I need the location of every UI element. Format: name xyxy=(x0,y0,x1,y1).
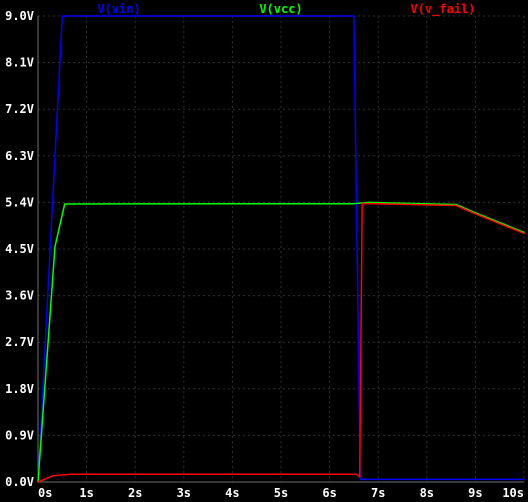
y-tick-label: 0.0V xyxy=(5,475,34,489)
y-tick-label: 2.7V xyxy=(5,335,34,349)
trace-label: V(v_fail) xyxy=(410,2,475,17)
x-tick-label: 7s xyxy=(371,486,385,500)
x-tick-label: 10s xyxy=(502,486,524,500)
plot-background xyxy=(0,0,528,502)
x-tick-label: 5s xyxy=(274,486,288,500)
y-tick-label: 4.5V xyxy=(5,242,34,256)
x-tick-label: 9s xyxy=(468,486,482,500)
y-tick-label: 9.0V xyxy=(5,9,34,23)
x-tick-label: 0s xyxy=(38,486,52,500)
oscilloscope-plot: 0.0V 0.9V 1.8V 2.7V 3.6V 4.5V 5.4V 6.3V 7.2V 8.1V… xyxy=(0,0,528,502)
y-tick-label: 8.1V xyxy=(5,56,34,70)
trace-label: V(vin) xyxy=(97,2,140,16)
x-tick-label: 1s xyxy=(79,486,93,500)
y-tick-label: 3.6V xyxy=(5,289,34,303)
x-tick-label: 6s xyxy=(322,486,336,500)
y-tick-label: 6.3V xyxy=(5,149,34,163)
y-tick-label: 5.4V xyxy=(5,195,34,209)
x-tick-label: 8s xyxy=(420,486,434,500)
x-tick-label: 4s xyxy=(225,486,239,500)
x-tick-label: 3s xyxy=(177,486,191,500)
y-tick-label: 1.8V xyxy=(5,382,34,396)
trace-label: V(vcc) xyxy=(259,2,302,16)
x-tick-label: 2s xyxy=(128,486,142,500)
y-tick-label: 0.9V xyxy=(5,428,34,442)
y-tick-label: 7.2V xyxy=(5,102,34,116)
